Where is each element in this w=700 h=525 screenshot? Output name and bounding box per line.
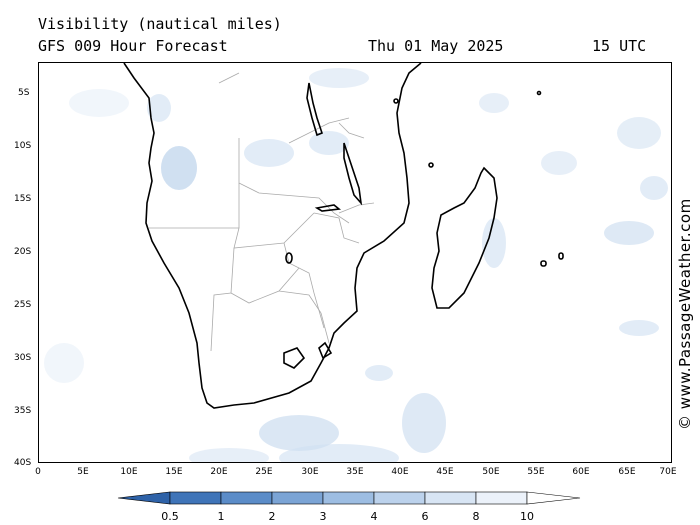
colorbar-label: 10 <box>520 510 534 523</box>
forecast-time: 15 UTC <box>592 37 647 55</box>
lat-label: 25S <box>14 300 32 310</box>
colorbar-label: 3 <box>319 510 327 523</box>
lon-label: 55E <box>527 467 545 477</box>
forecast-date: Thu 01 May 2025 <box>368 37 504 55</box>
lat-label: 30S <box>14 353 32 363</box>
lon-label: 65E <box>618 467 636 477</box>
colorbar-label: 4 <box>370 510 378 523</box>
colorbar-label: 6 <box>421 510 429 523</box>
map-title: Visibility (nautical miles) <box>38 15 282 33</box>
lat-label: 35S <box>14 406 32 416</box>
lon-label: 45E <box>436 467 454 477</box>
lat-label: 40S <box>14 458 32 468</box>
lon-label: 25E <box>255 467 273 477</box>
colorbar-swatches <box>117 491 581 505</box>
lat-label: 20S <box>14 247 32 257</box>
colorbar-label: 8 <box>472 510 480 523</box>
colorbar-label: 1 <box>217 510 225 523</box>
visibility-shading <box>44 68 668 462</box>
lon-label: 40E <box>391 467 409 477</box>
coastline <box>123 63 564 409</box>
colorbar-label: 0.5 <box>161 510 179 523</box>
lon-label: 20E <box>210 467 228 477</box>
lon-label: 35E <box>346 467 364 477</box>
map-canvas <box>44 63 668 462</box>
visibility-map <box>38 62 672 463</box>
country-borders <box>149 72 375 352</box>
lat-label: 5S <box>18 88 30 98</box>
lon-label: 70E <box>659 467 677 477</box>
lat-label: 10S <box>14 141 32 151</box>
watermark: © www.PassageWeather.com <box>676 198 694 430</box>
lon-label: 30E <box>301 467 319 477</box>
lon-label: 15E <box>165 467 183 477</box>
lon-label: 0 <box>35 467 41 477</box>
lon-label: 5E <box>77 467 89 477</box>
lon-label: 60E <box>572 467 590 477</box>
forecast-label: GFS 009 Hour Forecast <box>38 37 228 55</box>
lon-label: 50E <box>482 467 500 477</box>
colorbar-label: 2 <box>268 510 276 523</box>
lon-label: 10E <box>120 467 138 477</box>
lat-label: 15S <box>14 194 32 204</box>
